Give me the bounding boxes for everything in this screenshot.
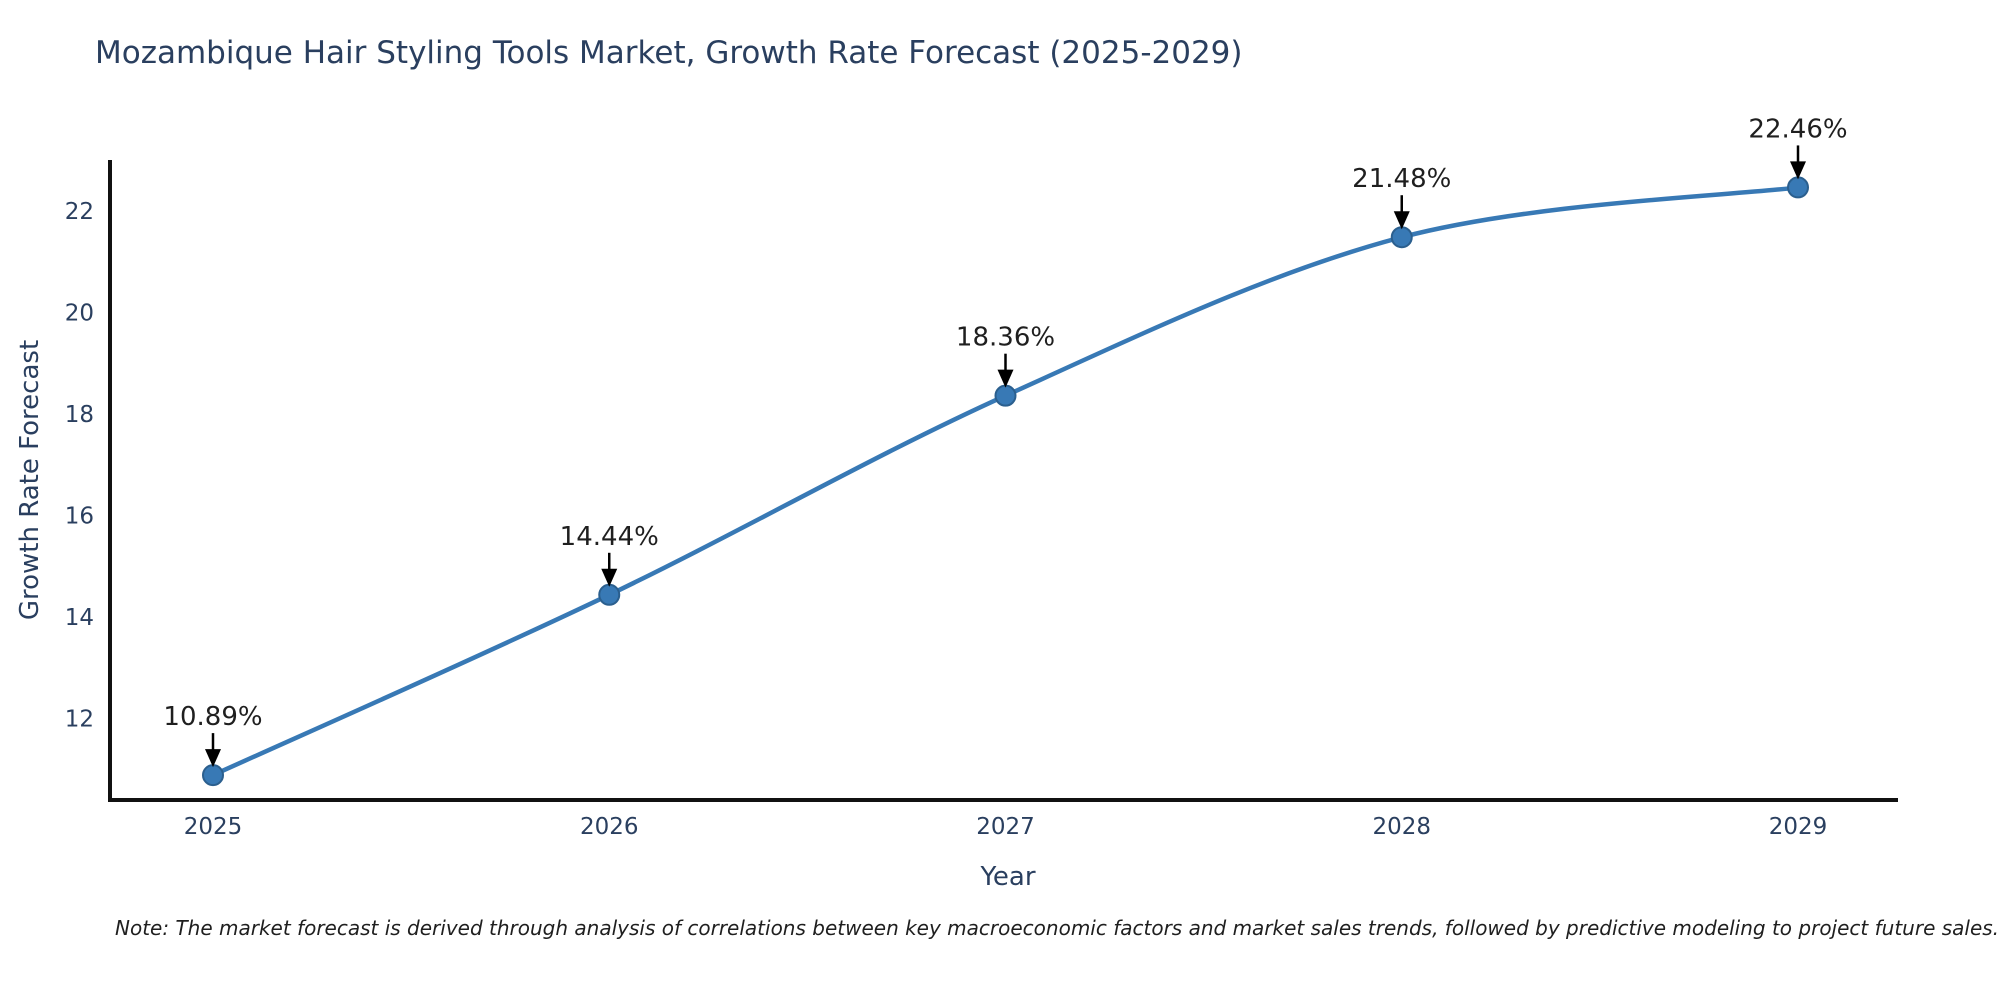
- data-point: [1390, 226, 1413, 249]
- data-point: [202, 764, 224, 787]
- trend-line: [212, 185, 1799, 778]
- footnote: Note: The market forecast is derived thr…: [115, 916, 2000, 940]
- x-tick-label: 2027: [976, 814, 1035, 840]
- y-tick-label: 14: [65, 605, 94, 631]
- data-point: [598, 583, 621, 606]
- y-tick-label: 16: [65, 504, 94, 530]
- y-tick-label: 12: [65, 707, 94, 733]
- x-tick-label: 2026: [580, 814, 639, 840]
- x-tick-label: 2029: [1769, 814, 1828, 840]
- y-tick-label: 18: [65, 402, 94, 428]
- x-tick-label: 2025: [184, 814, 243, 840]
- annotation-arrow-icon: [1790, 161, 1806, 180]
- chart-title: Mozambique Hair Styling Tools Market, Gr…: [95, 35, 1243, 71]
- point-value-label: 10.89%: [163, 702, 262, 732]
- annotation-arrow-icon: [997, 369, 1014, 388]
- point-value-label: 18.36%: [956, 323, 1055, 353]
- x-tick-label: 2028: [1372, 814, 1431, 840]
- data-point: [1787, 176, 1809, 199]
- y-tick-label: 22: [65, 199, 94, 225]
- point-value-label: 14.44%: [560, 522, 659, 552]
- point-value-label: 21.48%: [1352, 164, 1451, 194]
- x-axis-title: Year: [980, 862, 1036, 892]
- y-axis-title: Growth Rate Forecast: [15, 339, 45, 621]
- annotation-arrow-icon: [601, 568, 618, 587]
- annotation-arrow-icon: [1393, 211, 1410, 230]
- y-tick-label: 20: [65, 300, 94, 326]
- point-value-label: 22.46%: [1748, 114, 1847, 144]
- annotation-arrow-icon: [205, 749, 221, 768]
- data-point: [994, 384, 1017, 407]
